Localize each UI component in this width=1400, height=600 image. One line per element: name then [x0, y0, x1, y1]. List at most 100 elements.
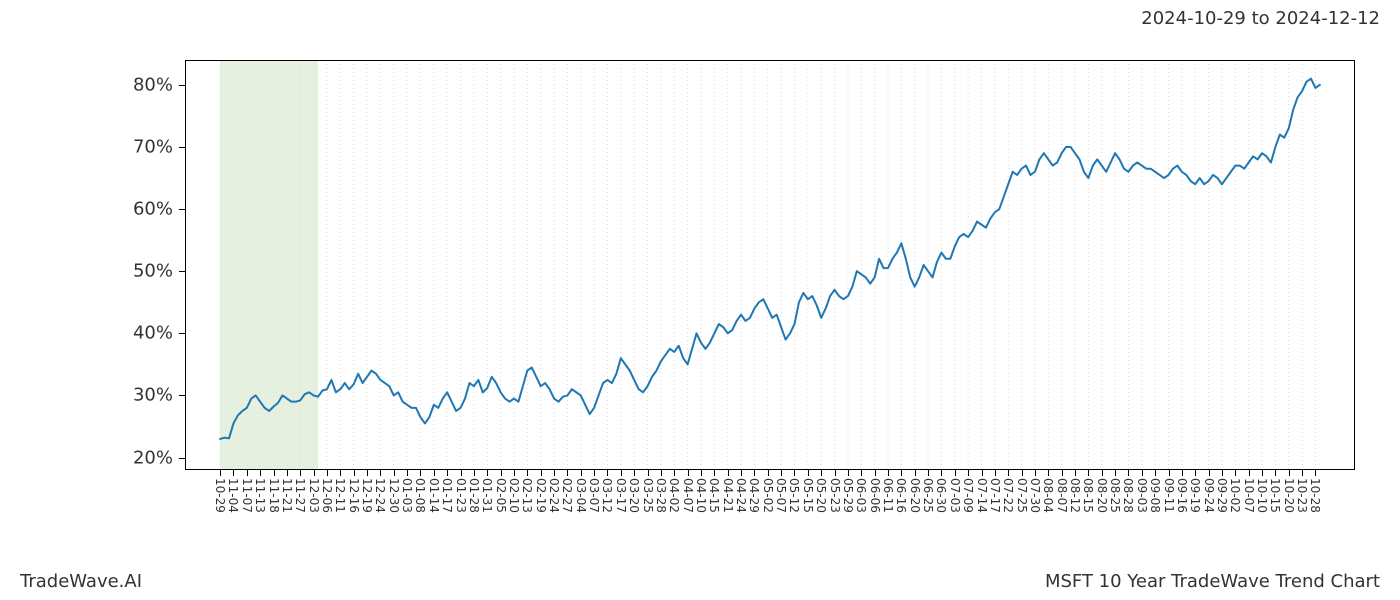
x-tick-mark: [688, 470, 689, 476]
x-tick-mark: [1209, 470, 1210, 476]
x-tick-mark: [287, 470, 288, 476]
x-tick-label: 07-14: [975, 478, 989, 513]
x-tick-mark: [607, 470, 608, 476]
x-tick-mark: [808, 470, 809, 476]
x-tick-mark: [674, 470, 675, 476]
x-tick-mark: [754, 470, 755, 476]
x-tick-label: 09-03: [1135, 478, 1149, 513]
x-tick-label: 06-16: [894, 478, 908, 513]
x-tick-label: 12-03: [307, 478, 321, 513]
x-tick-label: 07-17: [988, 478, 1002, 513]
y-tick-label: 50%: [0, 261, 173, 282]
x-tick-label: 09-29: [1215, 478, 1229, 513]
x-tick-mark: [340, 470, 341, 476]
brand-label: TradeWave.AI: [20, 571, 142, 592]
x-tick-mark: [1289, 470, 1290, 476]
x-tick-mark: [380, 470, 381, 476]
x-tick-label: 04-07: [681, 478, 695, 513]
x-tick-label: 06-30: [934, 478, 948, 513]
x-tick-mark: [514, 470, 515, 476]
x-tick-mark: [274, 470, 275, 476]
x-tick-label: 12-16: [347, 478, 361, 513]
x-tick-mark: [461, 470, 462, 476]
x-tick-label: 02-13: [520, 478, 534, 513]
x-tick-mark: [420, 470, 421, 476]
y-tick-mark: [179, 271, 185, 272]
x-tick-mark: [888, 470, 889, 476]
x-tick-label: 05-02: [761, 478, 775, 513]
x-tick-mark: [474, 470, 475, 476]
x-tick-label: 11-21: [280, 478, 294, 513]
x-tick-label: 04-10: [694, 478, 708, 513]
x-tick-label: 11-07: [240, 478, 254, 513]
x-tick-label: 04-29: [747, 478, 761, 513]
x-tick-label: 02-19: [534, 478, 548, 513]
x-tick-mark: [714, 470, 715, 476]
x-tick-label: 07-30: [1028, 478, 1042, 513]
x-tick-mark: [1302, 470, 1303, 476]
x-tick-mark: [1182, 470, 1183, 476]
x-tick-label: 10-02: [1228, 478, 1242, 513]
x-tick-label: 12-30: [387, 478, 401, 513]
x-tick-label: 03-17: [614, 478, 628, 513]
x-tick-label: 11-13: [253, 478, 267, 513]
x-tick-mark: [501, 470, 502, 476]
x-tick-label: 10-29: [213, 478, 227, 513]
x-tick-label: 10-15: [1268, 478, 1282, 513]
x-tick-mark: [394, 470, 395, 476]
x-tick-label: 09-24: [1202, 478, 1216, 513]
x-tick-label: 04-15: [707, 478, 721, 513]
x-tick-mark: [1075, 470, 1076, 476]
x-tick-label: 10-28: [1308, 478, 1322, 513]
x-tick-mark: [875, 470, 876, 476]
x-tick-label: 09-08: [1148, 478, 1162, 513]
x-tick-mark: [1102, 470, 1103, 476]
y-tick-mark: [179, 458, 185, 459]
x-tick-label: 06-11: [881, 478, 895, 513]
x-tick-mark: [1048, 470, 1049, 476]
x-tick-label: 01-28: [467, 478, 481, 513]
x-tick-mark: [260, 470, 261, 476]
trend-chart: 20%30%40%50%60%70%80% 10-2911-0411-0711-…: [185, 60, 1355, 470]
x-tick-mark: [1008, 470, 1009, 476]
x-tick-label: 04-02: [667, 478, 681, 513]
x-tick-mark: [233, 470, 234, 476]
x-tick-label: 08-20: [1095, 478, 1109, 513]
x-tick-mark: [1115, 470, 1116, 476]
x-tick-label: 11-04: [226, 478, 240, 513]
x-tick-label: 12-19: [360, 478, 374, 513]
x-tick-mark: [901, 470, 902, 476]
x-tick-label: 06-25: [921, 478, 935, 513]
x-tick-mark: [968, 470, 969, 476]
x-tick-mark: [701, 470, 702, 476]
y-tick-mark: [179, 333, 185, 334]
x-tick-mark: [781, 470, 782, 476]
x-tick-mark: [634, 470, 635, 476]
x-tick-mark: [327, 470, 328, 476]
y-tick-mark: [179, 395, 185, 396]
x-tick-label: 04-21: [721, 478, 735, 513]
x-tick-mark: [741, 470, 742, 476]
x-tick-label: 01-14: [427, 478, 441, 513]
x-tick-mark: [407, 470, 408, 476]
x-tick-mark: [955, 470, 956, 476]
x-tick-label: 08-25: [1108, 478, 1122, 513]
x-tick-label: 05-23: [828, 478, 842, 513]
x-tick-label: 09-16: [1175, 478, 1189, 513]
x-tick-label: 07-25: [1015, 478, 1029, 513]
x-tick-label: 03-20: [627, 478, 641, 513]
x-tick-label: 03-07: [587, 478, 601, 513]
x-tick-label: 01-23: [454, 478, 468, 513]
x-tick-label: 08-07: [1055, 478, 1069, 513]
x-tick-mark: [1088, 470, 1089, 476]
x-tick-mark: [661, 470, 662, 476]
y-tick-label: 70%: [0, 136, 173, 157]
x-tick-mark: [1128, 470, 1129, 476]
x-tick-label: 02-05: [494, 478, 508, 513]
x-tick-label: 05-12: [787, 478, 801, 513]
x-tick-mark: [247, 470, 248, 476]
x-tick-mark: [581, 470, 582, 476]
x-tick-mark: [621, 470, 622, 476]
x-tick-label: 04-24: [734, 478, 748, 513]
x-tick-mark: [848, 470, 849, 476]
